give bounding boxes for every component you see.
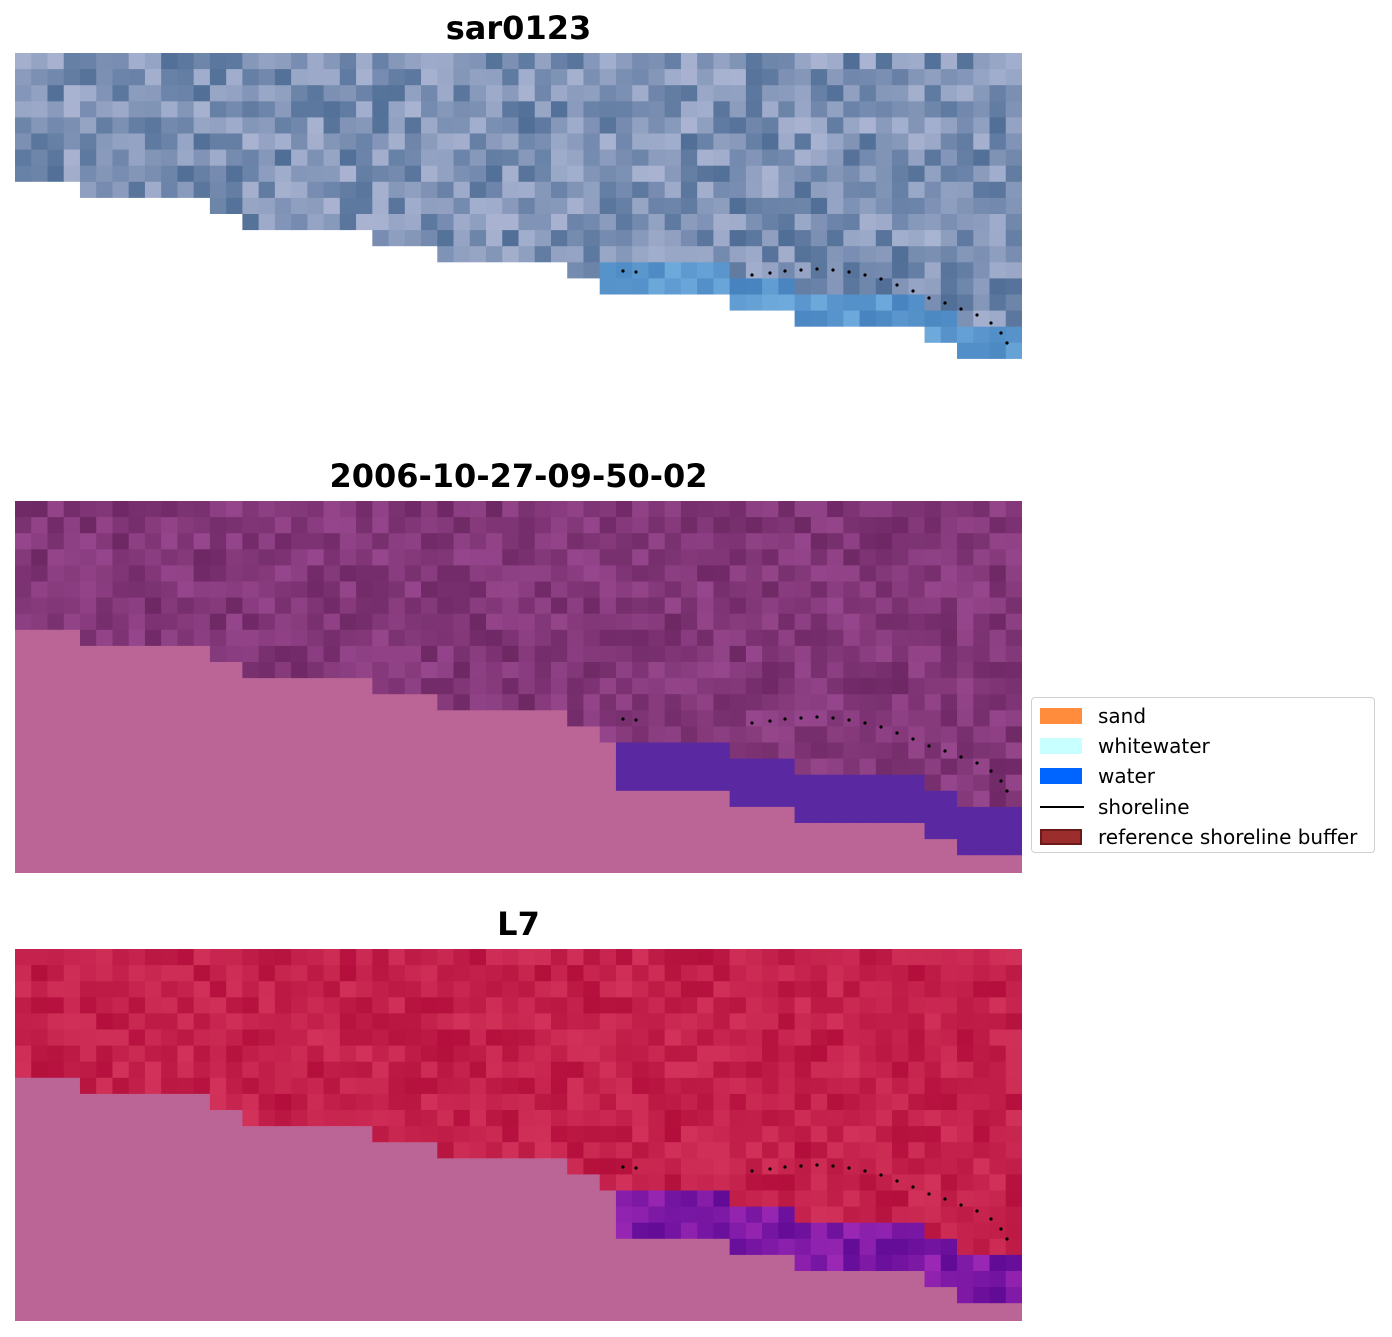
shoreline-dot: [959, 1203, 963, 1207]
shoreline-dot: [863, 1169, 867, 1173]
shoreline-dot: [989, 1217, 993, 1221]
classified-image: [15, 501, 1022, 873]
shoreline-dot: [943, 301, 947, 305]
shoreline-dot: [975, 1209, 979, 1213]
buffer-swatch: [1040, 829, 1082, 845]
shoreline-line-swatch: [1040, 806, 1084, 808]
index-image: [15, 949, 1022, 1321]
shoreline-dot: [768, 271, 772, 275]
shoreline-dot: [799, 1164, 803, 1168]
shoreline-dot: [1005, 1237, 1009, 1241]
shoreline-dot: [750, 1169, 754, 1173]
shoreline-dot: [879, 1173, 883, 1177]
sand-swatch: [1040, 708, 1082, 724]
shoreline-dot: [1005, 789, 1009, 793]
shoreline-dot: [989, 321, 993, 325]
shoreline-dot: [943, 749, 947, 753]
shoreline-dot: [927, 296, 931, 300]
shoreline-dot: [959, 755, 963, 759]
shoreline-dot: [831, 1164, 835, 1168]
classified-image-panel: [15, 501, 1022, 873]
shoreline-dot: [943, 1197, 947, 1201]
shoreline-dot: [634, 1166, 638, 1170]
shoreline-dot: [879, 725, 883, 729]
legend: sand whitewater water shoreline referenc…: [1031, 697, 1375, 853]
legend-label-water: water: [1098, 764, 1155, 788]
shoreline-dot: [863, 721, 867, 725]
shoreline-dot: [783, 1165, 787, 1169]
shoreline-dot: [831, 716, 835, 720]
shoreline-dot: [768, 719, 772, 723]
rgb-satellite-image: [15, 53, 1022, 361]
shoreline-dot: [895, 731, 899, 735]
shoreline-dot: [799, 268, 803, 272]
shoreline-dot: [783, 717, 787, 721]
shoreline-dot: [815, 267, 819, 271]
shoreline-dot: [975, 761, 979, 765]
shoreline-dot: [847, 1166, 851, 1170]
shoreline-dot: [768, 1167, 772, 1171]
rgb-image-panel: [15, 53, 1022, 361]
shoreline-dot: [634, 718, 638, 722]
shoreline-dot: [911, 289, 915, 293]
panel-title-date: 2006-10-27-09-50-02: [329, 457, 708, 495]
shoreline-dot: [975, 313, 979, 317]
shoreline-dot: [999, 1227, 1003, 1231]
shoreline-dot: [799, 716, 803, 720]
shoreline-dot: [959, 307, 963, 311]
shoreline-dot: [621, 717, 625, 721]
shoreline-dot: [927, 744, 931, 748]
water-swatch: [1040, 768, 1082, 784]
shoreline-dot: [815, 715, 819, 719]
panel-title-sar: sar0123: [445, 9, 592, 47]
shoreline-dot: [895, 1179, 899, 1183]
shoreline-dot: [831, 268, 835, 272]
shoreline-dot: [863, 273, 867, 277]
shoreline-dot: [911, 1185, 915, 1189]
shoreline-dot: [621, 269, 625, 273]
shoreline-dot: [783, 269, 787, 273]
shoreline-dot: [621, 1165, 625, 1169]
shoreline-dot: [847, 270, 851, 274]
legend-label-sand: sand: [1098, 704, 1147, 728]
shoreline-dot: [750, 721, 754, 725]
shoreline-dot: [879, 277, 883, 281]
index-image-panel: [15, 949, 1022, 1321]
shoreline-dot: [895, 283, 899, 287]
shoreline-dot: [1005, 341, 1009, 345]
legend-label-shoreline: shoreline: [1098, 795, 1190, 819]
panel-title-satellite: L7: [497, 905, 540, 943]
shoreline-dot: [847, 718, 851, 722]
shoreline-dot: [815, 1163, 819, 1167]
legend-label-buffer: reference shoreline buffer: [1098, 825, 1358, 849]
shoreline-dot: [999, 779, 1003, 783]
shoreline-dot: [634, 270, 638, 274]
shoreline-dot: [750, 273, 754, 277]
legend-label-whitewater: whitewater: [1098, 734, 1210, 758]
shoreline-dot: [989, 769, 993, 773]
shoreline-dot: [999, 331, 1003, 335]
shoreline-dot: [911, 737, 915, 741]
shoreline-dot: [927, 1192, 931, 1196]
whitewater-swatch: [1040, 738, 1082, 754]
